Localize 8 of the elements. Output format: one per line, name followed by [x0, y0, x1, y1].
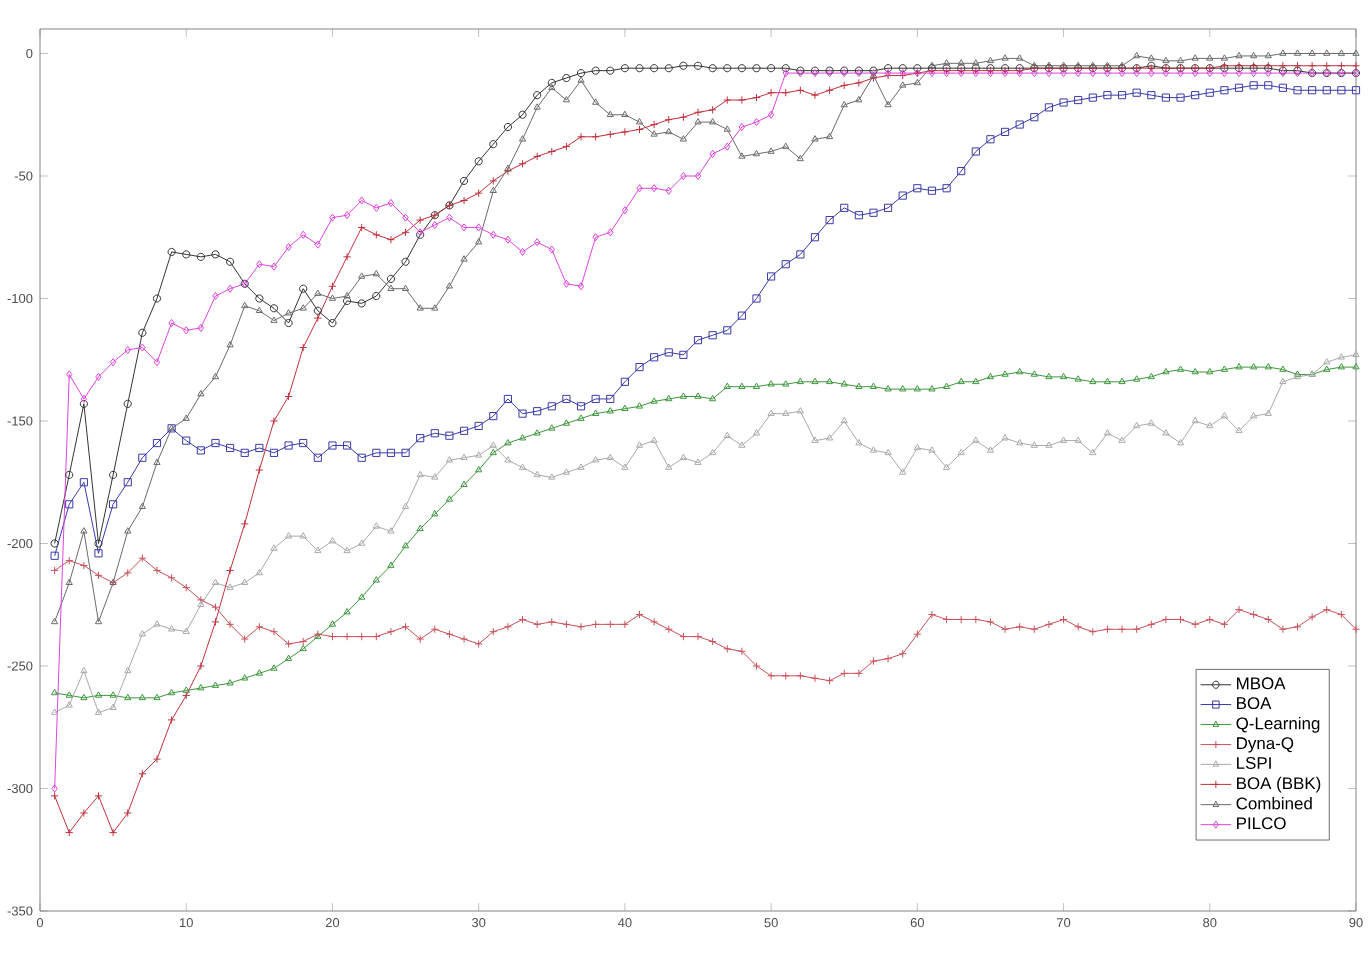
- legend-label: BOA (BBK): [1237, 776, 1321, 793]
- legend-label: MBOA: [1237, 677, 1286, 690]
- legend-label: LSPI: [1237, 756, 1271, 769]
- legend-label: BOA: [1237, 697, 1272, 710]
- legend-label: Combined: [1236, 797, 1312, 810]
- legend-label: PILCO: [1237, 817, 1286, 830]
- legend-label: Dyna-Q: [1237, 737, 1294, 753]
- legend-label: Q-Learning: [1236, 716, 1320, 733]
